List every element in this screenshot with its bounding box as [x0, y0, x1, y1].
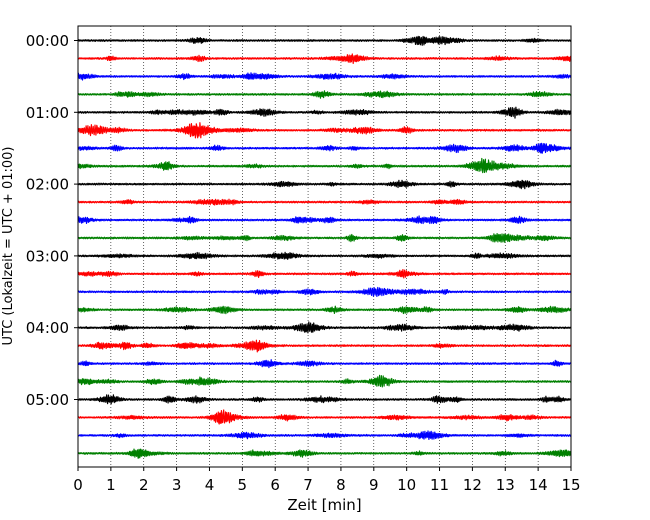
x-tick-label: 5 [238, 476, 248, 494]
seismic-trace [77, 215, 572, 225]
x-tick-label: 2 [139, 476, 149, 494]
seismic-trace [77, 430, 572, 440]
seismic-trace [77, 198, 572, 206]
seismic-trace [77, 72, 572, 81]
x-tick-label: 0 [73, 476, 83, 494]
x-tick-label: 8 [336, 476, 346, 494]
seismic-trace [77, 106, 572, 119]
seismic-trace [77, 90, 572, 99]
x-tick-label: 3 [172, 476, 182, 494]
seismic-trace [77, 321, 572, 334]
x-tick-label: 4 [205, 476, 215, 494]
x-tick-label: 7 [303, 476, 313, 494]
y-axis-label: UTC (Lokalzeit = UTC + 01:00) [1, 147, 16, 346]
seismic-trace [77, 53, 572, 65]
seismic-trace [77, 269, 572, 279]
x-tick-label: 13 [496, 476, 515, 494]
seismic-trace [77, 448, 572, 459]
seismic-trace [77, 251, 572, 260]
seismic-trace [77, 233, 572, 243]
y-tick-label: 00:00 [26, 32, 69, 50]
x-tick-label: 14 [529, 476, 548, 494]
y-tick-label: 02:00 [26, 176, 69, 194]
seismic-traces [77, 35, 572, 459]
seismic-trace [77, 409, 572, 425]
x-tick-label: 10 [397, 476, 416, 494]
seismic-trace [77, 157, 572, 174]
seismic-trace [77, 179, 572, 190]
x-tick-label: 9 [369, 476, 379, 494]
y-tick-label: 04:00 [26, 319, 69, 337]
seismic-trace [77, 286, 572, 297]
x-tick-label: 15 [561, 476, 580, 494]
plot-background [78, 26, 571, 467]
seismic-trace [77, 122, 572, 139]
y-axis-ticks: 00:00 01:00 02:00 03:00 04:00 05:00 [26, 32, 78, 409]
x-tick-label: 6 [270, 476, 280, 494]
y-tick-label: 03:00 [26, 247, 69, 265]
seismic-trace [77, 305, 572, 315]
seismic-trace [77, 359, 572, 369]
x-tick-label: 12 [463, 476, 482, 494]
x-tick-label: 1 [106, 476, 116, 494]
x-axis-ticks: 0 1 2 3 4 5 6 7 8 9 10 11 12 13 14 15 [73, 467, 581, 494]
seismic-trace [77, 394, 572, 405]
seismic-trace [77, 339, 572, 353]
seismic-trace [77, 374, 572, 388]
plot-frame [77, 25, 572, 468]
seismic-trace [77, 142, 572, 154]
x-axis-label: Zeit [min] [287, 496, 361, 514]
seismic-trace [77, 35, 572, 46]
y-tick-label: 01:00 [26, 104, 69, 122]
x-tick-label: 11 [430, 476, 449, 494]
y-tick-label: 05:00 [26, 391, 69, 409]
